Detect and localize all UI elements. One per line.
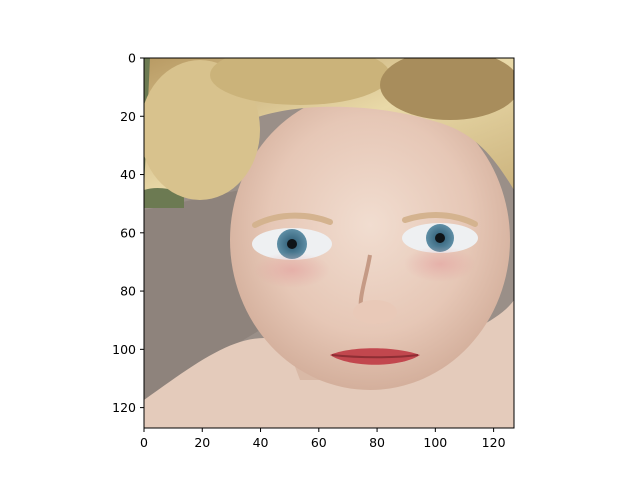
- x-tick-label: 20: [194, 435, 210, 450]
- x-tick-label: 0: [140, 435, 148, 450]
- x-tick-label: 80: [369, 435, 385, 450]
- x-tick-label: 120: [482, 435, 506, 450]
- y-axis: 0 20 40 60 80 100 120: [112, 51, 144, 415]
- y-tick-label: 0: [128, 51, 136, 66]
- x-tick-label: 40: [253, 435, 269, 450]
- y-tick-label: 40: [120, 167, 136, 182]
- x-axis: 0 20 40 60 80 100 120: [140, 428, 506, 450]
- y-tick-label: 80: [120, 284, 136, 299]
- x-tick-label: 60: [311, 435, 327, 450]
- y-tick-label: 120: [112, 400, 136, 415]
- y-tick-label: 60: [120, 225, 136, 240]
- y-tick-label: 100: [112, 342, 136, 357]
- y-tick-label: 20: [120, 109, 136, 124]
- x-tick-label: 100: [423, 435, 447, 450]
- portrait-image: [144, 58, 514, 428]
- axes-frame: [143, 57, 515, 429]
